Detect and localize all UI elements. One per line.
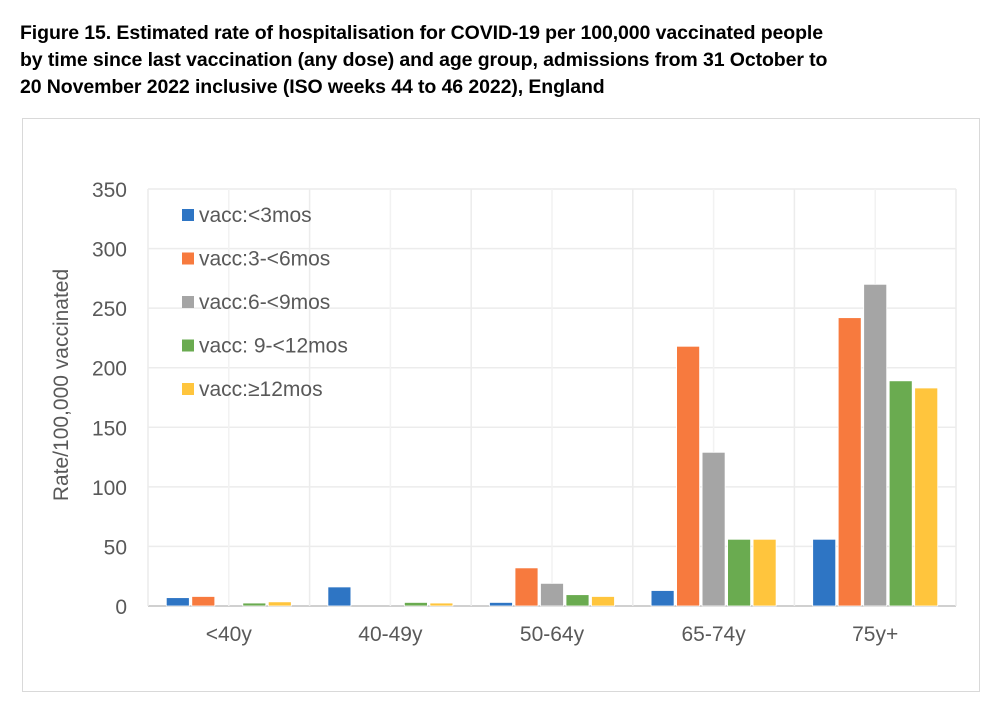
caption-line-1: Figure 15. Estimated rate of hospitalisa… bbox=[20, 22, 823, 44]
y-tick-label: 350 bbox=[92, 179, 127, 202]
legend-swatch bbox=[182, 383, 194, 395]
y-axis-ticks: 0 50 100 150 200 250 300 350 bbox=[92, 179, 127, 619]
bar-2-2 bbox=[540, 582, 564, 607]
bar-3-4 bbox=[752, 538, 777, 607]
bar-3-3 bbox=[727, 538, 751, 607]
y-tick-label: 200 bbox=[92, 358, 127, 381]
legend: vacc:<3mos vacc:3-<6mos vacc:6-<9mos vacc: … bbox=[182, 204, 348, 401]
x-tick-label: 40-49y bbox=[358, 623, 423, 646]
figure-caption: Figure 15. Estimated rate of hospitalisa… bbox=[20, 20, 1000, 101]
bar-3-1 bbox=[676, 345, 700, 607]
caption-line-2: by time since last vaccination (any dose… bbox=[20, 49, 828, 71]
bar-2-0 bbox=[489, 602, 513, 607]
legend-swatch bbox=[182, 296, 194, 308]
bar-3-2 bbox=[701, 451, 726, 607]
bar-1-3 bbox=[403, 602, 428, 607]
bar-0-1 bbox=[191, 596, 216, 607]
bar-3-0 bbox=[650, 590, 675, 607]
legend-label: vacc:≥12mos bbox=[199, 378, 323, 401]
legend-label: vacc:<3mos bbox=[199, 204, 312, 227]
x-tick-label: 50-64y bbox=[520, 623, 585, 646]
y-tick-label: 100 bbox=[92, 477, 127, 500]
y-tick-label: 150 bbox=[92, 417, 127, 440]
y-tick-label: 250 bbox=[92, 298, 127, 321]
bar-1-0 bbox=[327, 586, 352, 607]
bar-2-1 bbox=[514, 567, 539, 607]
bar-4-2 bbox=[863, 283, 888, 607]
y-axis-label: Rate/100,000 vaccinated bbox=[50, 269, 73, 501]
bar-2-4 bbox=[591, 596, 615, 607]
caption-line-3: 20 November 2022 inclusive (ISO weeks 44… bbox=[20, 76, 605, 98]
bar-0-4 bbox=[267, 601, 292, 607]
legend-swatch bbox=[182, 339, 194, 352]
bar-2-3 bbox=[565, 594, 590, 607]
bars bbox=[165, 283, 939, 607]
y-tick-label: 0 bbox=[115, 596, 127, 619]
legend-label: vacc:6-<9mos bbox=[199, 291, 330, 314]
x-tick-label: 75y+ bbox=[852, 623, 898, 646]
x-axis-ticks: <40y 40-49y 50-64y 65-74y 75y+ bbox=[206, 623, 899, 646]
legend-swatch bbox=[182, 252, 194, 265]
y-tick-label: 50 bbox=[104, 536, 127, 559]
bar-4-0 bbox=[812, 538, 837, 607]
y-tick-label: 300 bbox=[92, 239, 127, 262]
bar-1-4 bbox=[429, 602, 454, 607]
bar-4-3 bbox=[888, 380, 913, 607]
legend-label: vacc: 9-<12mos bbox=[199, 335, 348, 358]
bar-0-3 bbox=[242, 602, 267, 607]
bar-0-0 bbox=[165, 597, 190, 607]
x-tick-label: 65-74y bbox=[681, 623, 746, 646]
legend-label: vacc:3-<6mos bbox=[199, 248, 330, 271]
legend-swatch bbox=[182, 209, 194, 221]
x-tick-label: <40y bbox=[206, 623, 253, 646]
bar-4-1 bbox=[837, 317, 862, 607]
bar-4-4 bbox=[914, 387, 939, 607]
